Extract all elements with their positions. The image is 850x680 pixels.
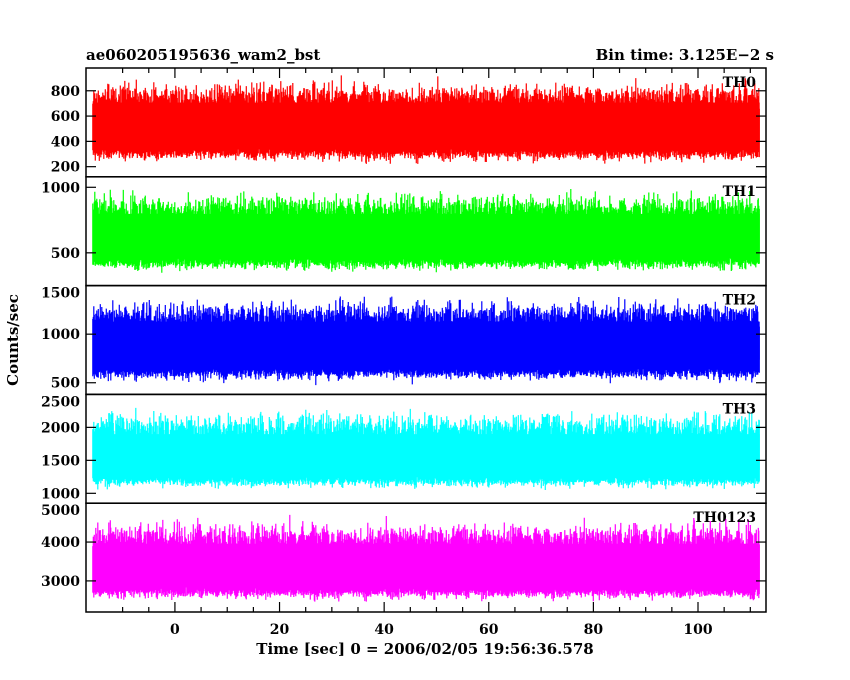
panel-label-th1: TH1 <box>723 184 756 200</box>
panels-group: 200 400 600 800 TH0 500 1000 TH1 500 1000 1500 TH2 1… <box>41 67 767 613</box>
panel-frame <box>85 502 767 613</box>
series-core-th1 <box>92 213 760 251</box>
chart-title: ae060205195636_wam2_bst <box>86 46 320 64</box>
panel-th0123: 3000 4000 5000 TH0123 <box>41 502 767 613</box>
x-tick-label: 80 <box>584 622 604 638</box>
y-tick-label: 200 <box>51 160 80 176</box>
series-core-th2 <box>92 321 760 360</box>
panel-th0: 200 400 600 800 TH0 <box>51 67 767 178</box>
y-axis-label: Counts/sec <box>4 294 22 386</box>
x-tick-label: 60 <box>479 622 499 638</box>
x-axis: 0 20 40 60 80 100 <box>122 68 751 638</box>
panel-label-th2: TH2 <box>723 293 756 309</box>
y-tick-label: 1500 <box>41 453 80 469</box>
y-tick-label: 2000 <box>41 420 80 436</box>
y-tick-label: 1000 <box>41 486 80 502</box>
series-core-th0123 <box>92 543 760 581</box>
y-tick-label: 600 <box>51 109 80 125</box>
y-tick-label: 500 <box>51 376 80 392</box>
y-tick-label: 1500 <box>41 286 80 302</box>
panel-label-th0123: TH0123 <box>693 510 756 526</box>
panel-th3: 1000 1500 2000 2500 TH3 <box>41 393 767 504</box>
y-tick-label: 800 <box>51 84 80 100</box>
y-tick-label: 400 <box>51 134 80 150</box>
y-tick-label: 5000 <box>41 503 80 519</box>
y-tick-label: 1000 <box>41 180 80 196</box>
y-tick-label: 4000 <box>41 535 80 551</box>
series-core-th0 <box>92 102 760 141</box>
y-tick-label: 1000 <box>41 327 80 343</box>
series-core-th3 <box>92 434 760 470</box>
x-tick-label: 40 <box>374 622 394 638</box>
bin-time-label: Bin time: 3.125E−2 s <box>596 46 774 64</box>
x-axis-label: Time [sec] 0 = 2006/02/05 19:56:36.578 <box>256 640 593 658</box>
panel-label-th3: TH3 <box>723 401 756 417</box>
panel-th2: 500 1000 1500 TH2 <box>41 284 767 396</box>
panel-th1: 500 1000 TH1 <box>41 176 767 287</box>
x-tick-label: 0 <box>170 622 180 638</box>
panel-label-th0: TH0 <box>723 75 757 91</box>
y-tick-label: 2500 <box>41 394 80 410</box>
x-tick-label: 20 <box>270 622 290 638</box>
y-tick-label: 3000 <box>41 574 80 590</box>
y-tick-label: 500 <box>51 246 80 262</box>
x-tick-label: 100 <box>683 622 712 638</box>
